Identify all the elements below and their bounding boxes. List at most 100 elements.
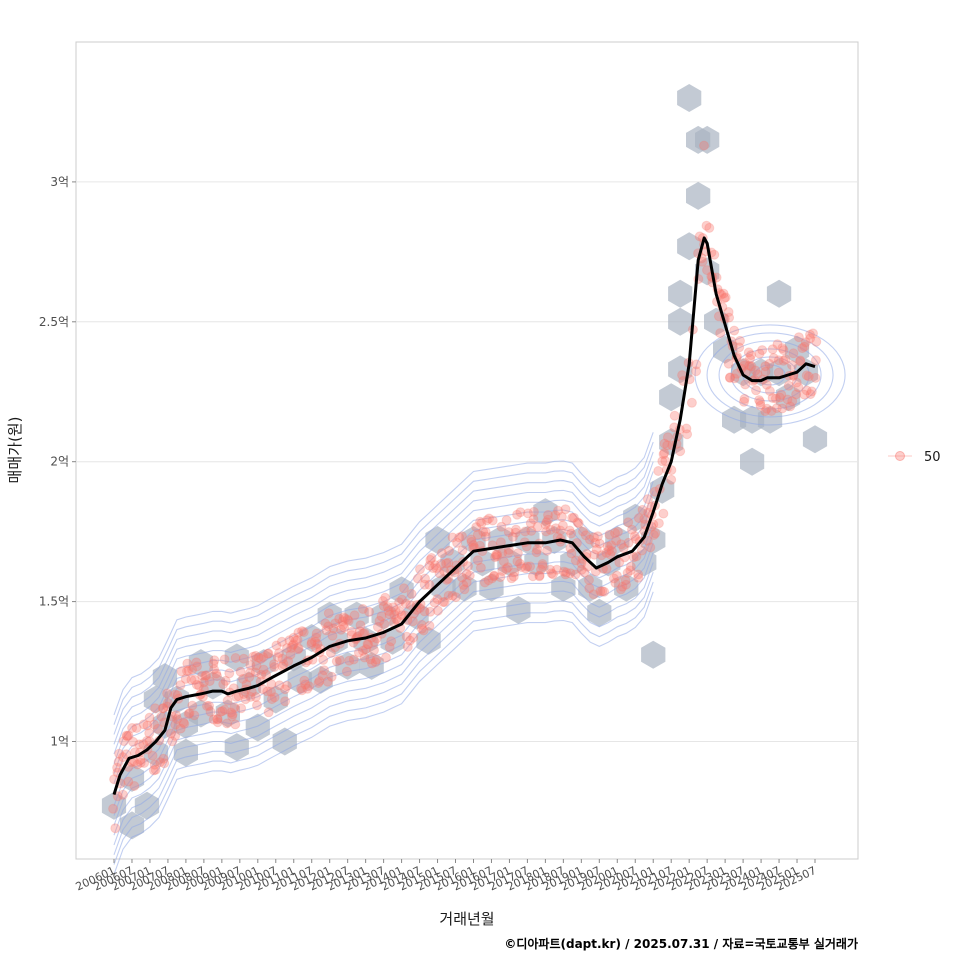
data-point (416, 619, 427, 630)
data-point (263, 648, 274, 659)
data-point (573, 518, 584, 529)
data-point (272, 652, 283, 663)
data-point (545, 564, 556, 575)
data-point (444, 545, 454, 556)
data-point (653, 466, 664, 476)
data-point (653, 518, 664, 529)
data-point (536, 564, 546, 575)
data-point (795, 355, 806, 366)
data-point (194, 680, 204, 691)
data-point (362, 638, 373, 649)
data-point (183, 665, 194, 676)
data-point (256, 669, 267, 680)
data-point (757, 345, 768, 356)
data-point (149, 719, 160, 730)
data-point (584, 583, 595, 594)
data-point (224, 668, 235, 679)
data-point (503, 548, 514, 558)
data-point (357, 645, 368, 656)
density-contour (113, 461, 654, 745)
data-point (475, 562, 486, 573)
data-point (675, 446, 686, 457)
data-point (236, 703, 247, 714)
data-point (458, 580, 469, 590)
data-point (367, 658, 377, 669)
data-point (438, 597, 449, 608)
data-point (217, 706, 228, 717)
data-point (527, 571, 538, 582)
data-point (447, 532, 458, 543)
data-point (811, 336, 822, 347)
data-point (534, 570, 545, 581)
data-point (250, 692, 261, 702)
data-point (637, 504, 648, 515)
data-point (604, 545, 614, 556)
data-point (118, 736, 129, 747)
data-point (506, 573, 517, 584)
data-point (327, 630, 338, 641)
data-point (540, 519, 551, 530)
data-point (633, 572, 644, 583)
data-point (298, 627, 309, 638)
data-point (363, 639, 374, 650)
data-point (271, 640, 282, 651)
data-point (215, 706, 226, 717)
data-point (405, 635, 415, 646)
data-point (466, 534, 477, 545)
data-point (488, 571, 499, 582)
data-point (192, 661, 202, 672)
density-contour (113, 562, 654, 846)
data-point (691, 359, 702, 370)
data-point (155, 757, 166, 768)
data-point (532, 521, 543, 532)
data-point (743, 347, 754, 358)
legend-key-point (895, 451, 905, 461)
data-point (543, 510, 553, 520)
data-point (244, 672, 255, 683)
data-point (443, 590, 454, 601)
data-point (699, 140, 709, 151)
data-point (623, 517, 634, 528)
data-point (430, 560, 441, 571)
data-point (418, 625, 429, 636)
data-point (424, 579, 435, 590)
data-point (131, 723, 142, 733)
data-point (179, 718, 190, 729)
data-point (745, 353, 755, 364)
data-point (180, 673, 191, 684)
data-point (750, 365, 761, 376)
data-point (584, 534, 595, 545)
data-point (628, 552, 639, 563)
data-point (326, 671, 337, 682)
data-point (570, 555, 581, 566)
data-point (760, 406, 771, 417)
y-tick-label: 1억 (50, 734, 69, 748)
data-point (229, 702, 240, 713)
data-point (495, 572, 506, 583)
data-point (525, 561, 536, 572)
data-point (399, 583, 409, 594)
data-point (117, 752, 128, 763)
data-point (434, 568, 445, 579)
data-point (178, 717, 189, 728)
data-point (560, 504, 571, 515)
data-point (589, 532, 599, 543)
data-point (322, 676, 333, 687)
data-point (348, 654, 359, 665)
data-point (182, 666, 192, 676)
data-point (338, 620, 349, 631)
data-point (592, 531, 603, 542)
density-contour (706, 332, 834, 418)
data-point (725, 372, 735, 383)
data-point (144, 728, 155, 739)
hex-bin (668, 279, 693, 308)
data-point (278, 659, 289, 670)
data-point (407, 616, 418, 627)
data-point (599, 586, 610, 597)
data-point (187, 700, 198, 711)
data-point (250, 667, 261, 678)
data-point (432, 605, 443, 616)
density-contours (113, 324, 846, 875)
data-point (198, 677, 209, 688)
data-point (138, 739, 149, 750)
